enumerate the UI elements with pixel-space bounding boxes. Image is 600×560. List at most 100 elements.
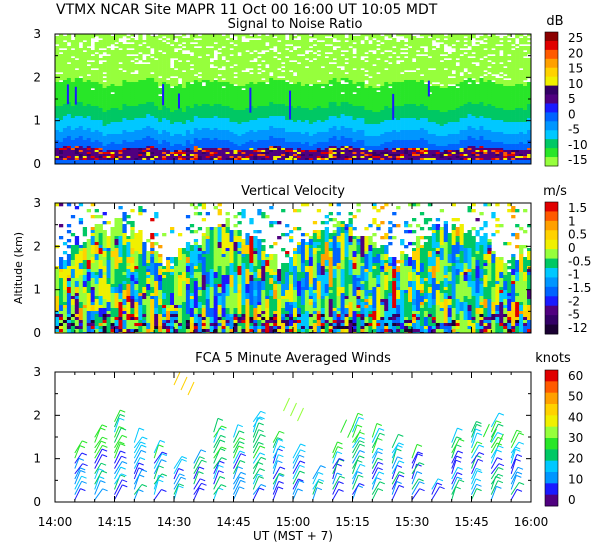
snr-cell [122, 88, 127, 91]
snr-cell [134, 138, 139, 141]
snr-cell [380, 100, 385, 103]
snr-cell [66, 144, 72, 147]
snr-cell [293, 82, 298, 85]
snr-cell [102, 58, 107, 61]
snr-cell [241, 152, 246, 155]
snr-cell [368, 162, 373, 164]
snr-cell [158, 150, 163, 153]
snr-cell [142, 146, 147, 149]
snr-cell [269, 80, 274, 83]
snr-cell [110, 130, 115, 133]
snr-cell [332, 42, 337, 45]
snr-cell [70, 150, 76, 153]
snr-cell [360, 110, 365, 113]
snr-cell [285, 160, 290, 163]
snr-cell [380, 70, 385, 73]
snr-cell [66, 34, 72, 37]
snr-cell [122, 92, 127, 95]
snr-cell [70, 66, 76, 69]
snr-cell [185, 136, 191, 139]
snr-cell [269, 98, 274, 101]
snr-cell [106, 160, 111, 163]
snr-cell [336, 140, 341, 143]
snr-cell [58, 120, 64, 123]
snr-cell [154, 102, 159, 105]
snr-cell [86, 56, 91, 59]
snr-cell [269, 46, 274, 49]
snr-cell [300, 48, 306, 51]
snr-cell [281, 154, 286, 157]
snr-cell [249, 120, 254, 123]
snr-cell [201, 46, 207, 49]
snr-cell [102, 138, 107, 141]
snr-cell [348, 50, 353, 53]
snr-cell [336, 94, 341, 97]
snr-cell [70, 60, 76, 63]
snr-cell [118, 84, 123, 87]
snr-cell [90, 72, 95, 75]
snr-cell [146, 150, 151, 153]
snr-cell [177, 136, 183, 139]
snr-cell [348, 138, 353, 141]
snr-cell [122, 56, 127, 59]
snr-cell [293, 144, 298, 147]
snr-cell [261, 136, 266, 139]
snr-cell [74, 80, 80, 83]
snr-cell [162, 90, 167, 93]
snr-cell [55, 60, 60, 63]
snr-cell [380, 40, 385, 43]
snr-cell [348, 38, 353, 41]
snr-cell [356, 94, 361, 97]
snr-cell [58, 36, 64, 39]
snr-cell [348, 136, 353, 139]
snr-cell [281, 152, 286, 155]
snr-cell [130, 38, 135, 41]
snr-cell [348, 48, 353, 51]
snr-cell [217, 66, 222, 69]
snr-cell [356, 128, 361, 131]
snr-cell [166, 58, 171, 61]
snr-cell [205, 136, 210, 139]
snr-cell [130, 142, 135, 145]
snr-cell [296, 76, 302, 79]
snr-cell [380, 74, 385, 77]
snr-cell [372, 98, 377, 101]
snr-cell [193, 34, 199, 37]
snr-cell [261, 130, 266, 133]
snr-cell [380, 54, 385, 57]
snr-cell [273, 44, 278, 47]
snr-cell [352, 36, 357, 39]
snr-cell [90, 80, 95, 83]
snr-cell [304, 156, 310, 159]
snr-cell [304, 150, 310, 153]
snr-cell [265, 74, 270, 77]
snr-cell [74, 86, 77, 105]
snr-cell [257, 54, 262, 57]
snr-cell [293, 112, 298, 115]
snr-cell [360, 138, 365, 141]
snr-cell [185, 38, 191, 41]
snr-cell [118, 96, 123, 99]
snr-cell [296, 86, 302, 89]
snr-cell [209, 50, 214, 53]
snr-cell [106, 88, 111, 91]
snr-cell [66, 126, 72, 129]
snr-cell [74, 42, 80, 45]
snr-cell [324, 122, 329, 125]
snr-cell [181, 88, 187, 91]
snr-cell [348, 104, 353, 107]
snr-cell [78, 120, 84, 123]
snr-cell [257, 36, 262, 39]
snr-cell [304, 154, 310, 157]
snr-cell [237, 58, 242, 61]
snr-cell [225, 134, 230, 137]
snr-cell [249, 154, 254, 157]
snr-cell [328, 118, 333, 121]
snr-cell [142, 120, 147, 123]
snr-cell [142, 100, 147, 103]
snr-cell [146, 82, 151, 85]
snr-cell [58, 104, 64, 107]
snr-cell [277, 146, 282, 149]
snr-cell [102, 46, 107, 49]
snr-cell [340, 94, 345, 97]
